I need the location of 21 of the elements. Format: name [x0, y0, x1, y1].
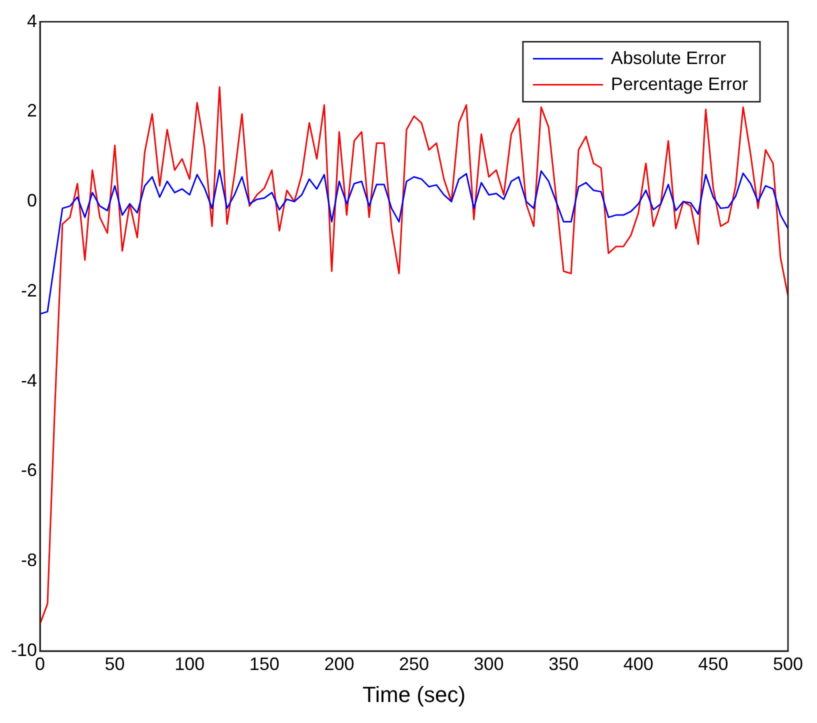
legend-label: Percentage Error: [610, 74, 748, 94]
x-tick-label: 50: [104, 654, 125, 674]
x-axis-title: Time (sec): [362, 682, 466, 707]
x-tick-label: 100: [174, 654, 205, 674]
y-tick-label: 0: [27, 190, 38, 211]
legend-label: Absolute Error: [610, 48, 726, 68]
y-tick-label: -8: [21, 550, 38, 570]
x-tick-label: 150: [249, 654, 280, 674]
x-tick-label: 250: [398, 654, 430, 674]
y-tick-label: -2: [21, 280, 38, 300]
x-tick-label: 350: [548, 654, 579, 674]
y-tick-label: -4: [21, 370, 38, 390]
x-tick-label: 450: [698, 654, 728, 674]
x-tick-label: 400: [623, 654, 654, 674]
y-tick-label: -6: [21, 460, 38, 480]
x-tick-label: 200: [324, 654, 354, 674]
x-tick-label: 300: [474, 654, 504, 674]
x-tick-label: 500: [772, 654, 804, 674]
y-tick-label: 4: [27, 10, 38, 31]
y-tick-label: -10: [11, 640, 38, 660]
y-tick-label: 2: [27, 100, 38, 121]
